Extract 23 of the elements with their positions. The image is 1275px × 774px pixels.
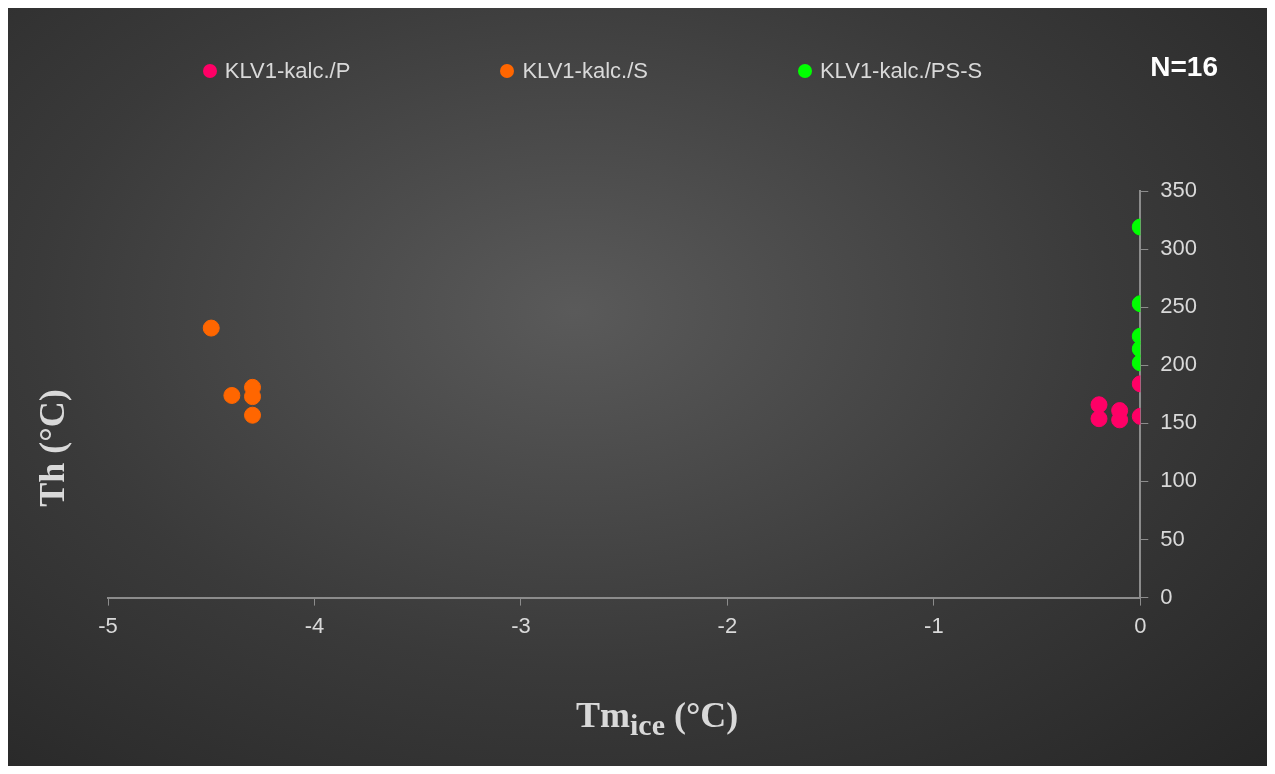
legend-label: KLV1-kalc./S [522,58,648,84]
legend-label: KLV1-kalc./PS-S [819,58,983,84]
point [223,386,241,404]
x-tick-label: -5 [98,612,118,638]
y-tick-label: 0 [1160,583,1173,609]
point [244,406,262,424]
y-axis-title: Th (°C) [31,389,73,507]
point [202,319,220,337]
y-tick-label: 350 [1160,177,1198,203]
y-tick-label: 100 [1160,467,1198,493]
text: N=16 [1150,50,1218,82]
legend-label: KLV1-kalc./P [224,58,351,84]
y-tick-label: 150 [1160,409,1198,435]
x-tick-label: -1 [924,612,944,638]
y-tick-label: 300 [1160,235,1198,261]
x-tick-label: -2 [717,612,738,638]
y-tick-label: 250 [1160,293,1198,319]
y-tick-label: 200 [1160,351,1198,377]
x-tick-label: -4 [304,612,325,638]
y-tick-label: 50 [1160,525,1185,551]
x-tick-label: -3 [511,612,531,638]
x-tick-label: 0 [1134,612,1147,638]
x-axis-title: Tm$_{ice}$ (°C) [576,694,739,743]
